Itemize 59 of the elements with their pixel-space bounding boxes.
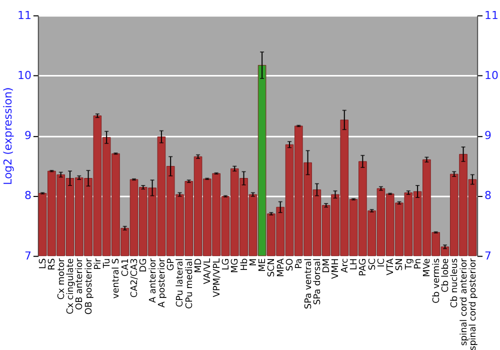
x-tick-label: SO	[285, 258, 296, 272]
x-tick-label: CPu lateral	[176, 258, 186, 308]
x-tick-label: spinal cord posterior	[468, 258, 478, 350]
x-tick-label: Pn	[414, 258, 424, 270]
x-tick-label: Tg	[404, 258, 414, 271]
x-tick-label: LH	[350, 258, 360, 270]
x-tick-label: spinal cord anterior	[459, 258, 470, 346]
x-tick-label: LG	[221, 258, 232, 270]
x-tick-label: A posterior	[157, 258, 168, 308]
x-tick-label: A anterior	[148, 258, 158, 303]
y-tick-label: 9	[24, 129, 32, 142]
x-tick-label: VPM/VPL	[212, 258, 222, 298]
y-tick-label: 7	[24, 249, 32, 262]
x-tick-label: MD	[194, 258, 204, 273]
x-tick-label: Cb nucleus	[450, 258, 460, 308]
x-tick-label: Pir	[93, 258, 104, 270]
x-tick-label: ME	[258, 258, 268, 272]
x-tick-label: OB posterior	[84, 258, 94, 315]
x-tick-label: Cb lobe	[440, 258, 451, 292]
x-tick-label: MVe	[422, 258, 433, 278]
x-tick-label: SN	[395, 258, 406, 271]
x-tick-label: MPA	[276, 257, 286, 278]
x-tick-label: Cx cingulate	[66, 258, 76, 314]
x-tick-label: LS	[38, 258, 49, 270]
x-tick-label: OB anterior	[75, 258, 86, 310]
x-tick-label: Tu	[102, 258, 113, 270]
y-axis-title: Log2 (expression)	[1, 87, 14, 185]
x-tick-label: PAG	[358, 258, 369, 276]
x-tick-label: VTA	[386, 257, 396, 276]
x-tick-label: CA1	[120, 258, 131, 276]
x-tick-label: Cx motor	[56, 258, 67, 300]
x-tick-label: ventral S	[112, 258, 122, 299]
x-tick-label: CA2/CA3	[130, 258, 140, 298]
y2-tick-label: 7	[484, 249, 492, 262]
x-tick-label: SCN	[267, 258, 278, 278]
x-tick-label: CPu medial	[184, 258, 195, 309]
x-tick-label: Hb	[240, 258, 250, 271]
x-tick-label: GP	[166, 258, 177, 271]
x-tick-label: SPa ventral	[304, 258, 314, 310]
y2-tick-label: 11	[484, 8, 498, 22]
y2-tick-label: 9	[484, 129, 492, 142]
x-tick-label: SC	[368, 258, 378, 270]
x-tick-label: Cb vermis	[432, 258, 442, 304]
x-tick-label: SPa dorsal	[312, 258, 323, 305]
y2-tick-label: 10	[484, 68, 499, 82]
x-tick-label: RS	[48, 258, 58, 270]
y-tick-label: 11	[17, 8, 32, 22]
x-tick-label: VMH	[331, 258, 342, 279]
y2-tick-label: 8	[484, 189, 492, 202]
x-tick-label: Arc	[340, 258, 350, 273]
x-tick-label: M	[248, 258, 259, 266]
x-tick-label: DG	[139, 258, 150, 272]
y-tick-label: 10	[17, 68, 32, 82]
x-tick-label: Pa	[294, 258, 305, 269]
x-tick-label: VA/VL	[203, 258, 214, 284]
x-tick-label: MG	[230, 258, 241, 274]
x-tick-label: DM	[322, 258, 332, 273]
y-tick-label: 8	[24, 189, 32, 202]
x-tick-label: IC	[376, 258, 387, 268]
